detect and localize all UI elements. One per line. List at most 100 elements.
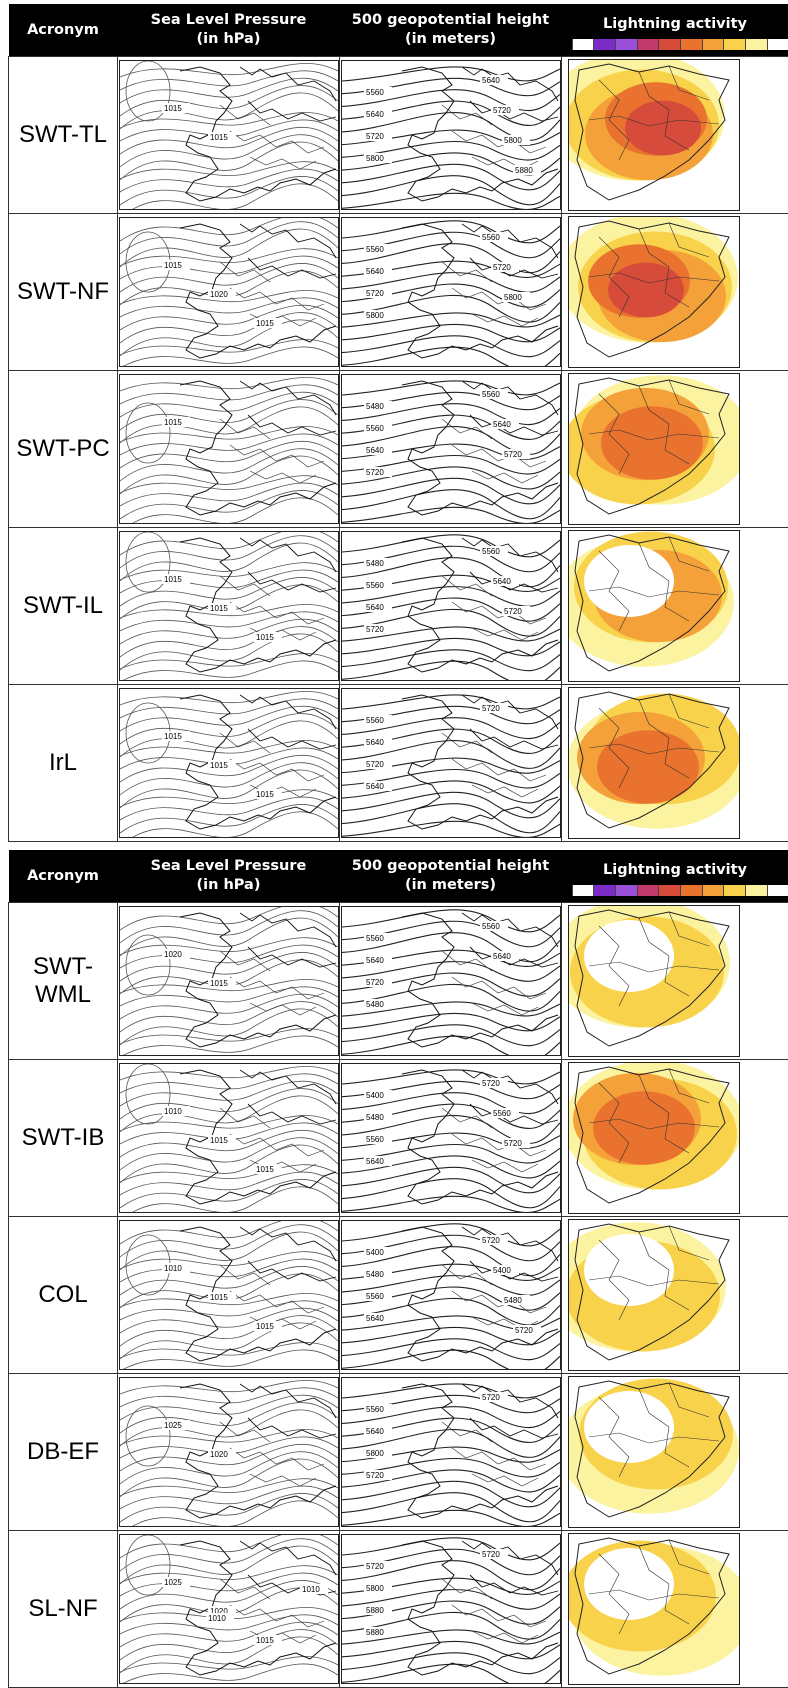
lightning-map bbox=[569, 217, 739, 367]
contour-label: 5640 bbox=[493, 577, 511, 586]
contour-label: 5640 bbox=[493, 952, 511, 961]
contour-label: 5800 bbox=[504, 293, 522, 302]
scale-swatch bbox=[680, 39, 702, 50]
contour-label: 5720 bbox=[482, 704, 500, 713]
scale-swatch bbox=[658, 39, 680, 50]
contour-label: 1010 bbox=[208, 1614, 226, 1623]
contour-label: 5480 bbox=[366, 559, 384, 568]
contour-label: 5640 bbox=[366, 1314, 384, 1323]
contour-label: 5720 bbox=[493, 263, 511, 272]
contour-label: 5720 bbox=[482, 1236, 500, 1245]
contour-label: 5640 bbox=[366, 1157, 384, 1166]
contour-label: 5560 bbox=[482, 922, 500, 931]
acronym-cell: SWT-IL bbox=[9, 528, 118, 685]
contour-label: 5560 bbox=[482, 547, 500, 556]
contour-label: 5640 bbox=[482, 76, 500, 85]
contour-label: 5640 bbox=[366, 738, 384, 747]
contour-label: 5400 bbox=[366, 1091, 384, 1100]
contour-label: 5720 bbox=[504, 607, 522, 616]
contour-label: 5480 bbox=[366, 1113, 384, 1122]
lightning-map bbox=[569, 688, 739, 838]
contour-label: 1015 bbox=[256, 1322, 274, 1331]
contour-label: 5640 bbox=[366, 956, 384, 965]
scale-swatch bbox=[637, 39, 659, 50]
header-text: Acronym bbox=[27, 22, 99, 38]
acronym-cell: SWT-PC bbox=[9, 371, 118, 528]
contour-label: 1015 bbox=[164, 575, 182, 584]
header-text: (in hPa) bbox=[197, 877, 261, 893]
z500-header: 500 geopotential height(in meters) bbox=[340, 850, 562, 903]
acronym-text: SWT-IL bbox=[23, 592, 103, 619]
acronym-text: SWT-PC bbox=[16, 435, 109, 462]
acronym-text: SL-NF bbox=[28, 1595, 97, 1622]
lightning-map bbox=[569, 1063, 739, 1213]
contour-label: 5560 bbox=[366, 424, 384, 433]
contour-label: 1015 bbox=[210, 761, 228, 770]
contour-label: 5720 bbox=[366, 468, 384, 477]
lightning-header: Lightning activity bbox=[562, 850, 788, 903]
scale-swatch bbox=[593, 39, 615, 50]
contour-label: 1015 bbox=[210, 979, 228, 988]
scale-swatch bbox=[702, 39, 724, 50]
contour-label: 5720 bbox=[366, 1471, 384, 1480]
scale-swatch bbox=[637, 885, 659, 896]
header-text: Sea Level Pressure bbox=[151, 858, 307, 874]
acronym-text: IrL bbox=[49, 749, 77, 776]
contour-label: 5720 bbox=[366, 1562, 384, 1571]
contour-label: 5800 bbox=[366, 311, 384, 320]
acronym-cell: SWT-NF bbox=[9, 214, 118, 371]
acronym-header: Acronym bbox=[9, 4, 118, 57]
acronym-cell: SWT-IB bbox=[9, 1060, 118, 1217]
contour-label: 5560 bbox=[366, 245, 384, 254]
contour-label: 1025 bbox=[164, 1421, 182, 1430]
contour-label: 1015 bbox=[256, 790, 274, 799]
contour-label: 1015 bbox=[164, 418, 182, 427]
scale-swatch bbox=[680, 885, 702, 896]
contour-label: 1015 bbox=[256, 1636, 274, 1645]
scale-swatch bbox=[745, 39, 767, 50]
contour-label: 1015 bbox=[256, 319, 274, 328]
lightning-map bbox=[569, 1377, 739, 1527]
slp-map: 1015 bbox=[120, 375, 338, 523]
acronym-text: SWT- bbox=[33, 953, 93, 980]
contour-label: 5560 bbox=[366, 88, 384, 97]
acronym-text: SWT-TL bbox=[19, 121, 107, 148]
acronym-header: Acronym bbox=[9, 850, 118, 903]
scale-swatch bbox=[723, 885, 745, 896]
contour-label: 5480 bbox=[366, 1270, 384, 1279]
contour-label: 1015 bbox=[164, 104, 182, 113]
contour-label: 5480 bbox=[504, 1296, 522, 1305]
acronym-text: SWT-NF bbox=[17, 278, 109, 305]
lightning-cell bbox=[562, 685, 788, 842]
header-row: Acronym Sea Level Pressure (in hPa) 500 geo… bbox=[9, 850, 788, 903]
lightning-cell bbox=[562, 528, 788, 685]
lightning-cell bbox=[562, 1217, 788, 1374]
contour-label: 5720 bbox=[504, 1139, 522, 1148]
contour-label: 5800 bbox=[366, 1584, 384, 1593]
contour-label: 5560 bbox=[366, 1405, 384, 1414]
contour-label: 1015 bbox=[256, 1165, 274, 1174]
contour-label: 5720 bbox=[366, 760, 384, 769]
